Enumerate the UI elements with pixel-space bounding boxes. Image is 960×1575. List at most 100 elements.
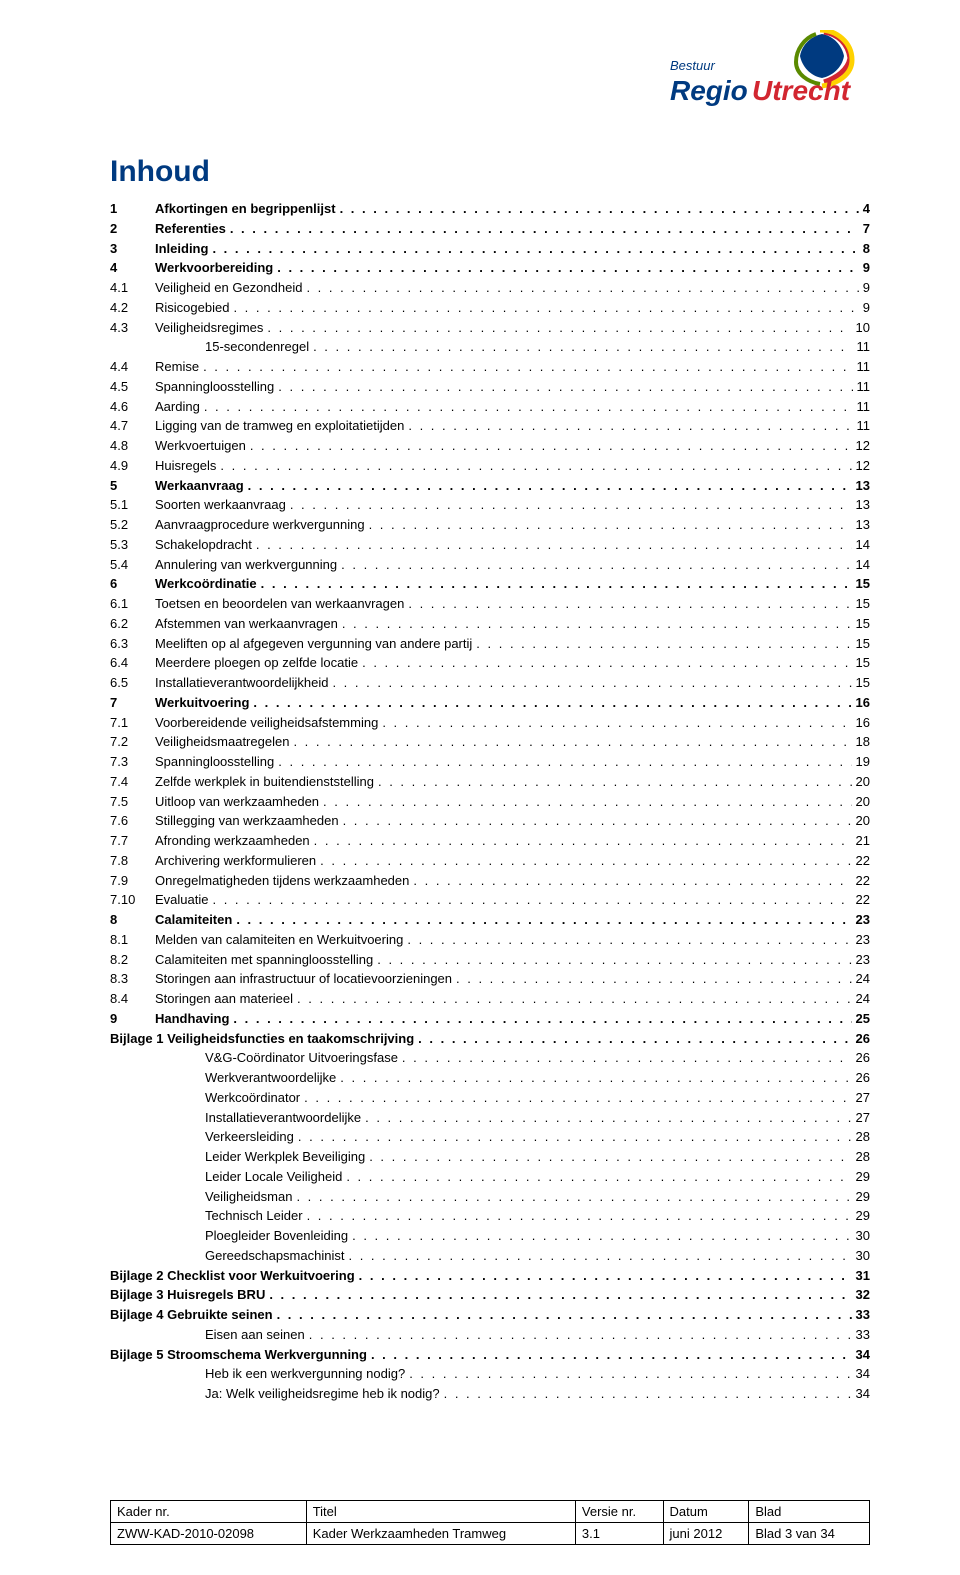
toc-entry-label: Werkverantwoordelijke: [110, 1068, 336, 1088]
footer-header-cell: Blad: [749, 1501, 870, 1523]
toc-entry[interactable]: Ja: Welk veiligheidsregime heb ik nodig?…: [110, 1384, 870, 1404]
toc-entry-label: Meeliften op al afgegeven vergunning van…: [155, 634, 472, 654]
toc-entry[interactable]: Eisen aan seinen. . . . . . . . . . . . …: [110, 1325, 870, 1345]
toc-leader-dots: . . . . . . . . . . . . . . . . . . . . …: [332, 673, 851, 693]
toc-entry-page: 32: [856, 1285, 870, 1305]
toc-entry-number: 5: [110, 476, 155, 496]
toc-entry-label: Leider Werkplek Beveiliging: [110, 1147, 365, 1167]
toc-entry[interactable]: 8Calamiteiten. . . . . . . . . . . . . .…: [110, 910, 870, 930]
toc-entry[interactable]: 6.4Meerdere ploegen op zelfde locatie. .…: [110, 653, 870, 673]
toc-entry[interactable]: 4.2Risicogebied. . . . . . . . . . . . .…: [110, 298, 870, 318]
toc-entry[interactable]: 8.4Storingen aan materieel. . . . . . . …: [110, 989, 870, 1009]
toc-entry-label: Ligging van de tramweg en exploitatietij…: [155, 416, 404, 436]
toc-entry-number: 4.3: [110, 318, 155, 338]
toc-entry[interactable]: 5.3Schakelopdracht. . . . . . . . . . . …: [110, 535, 870, 555]
toc-entry[interactable]: 7Werkuitvoering. . . . . . . . . . . . .…: [110, 693, 870, 713]
footer-value-cell: 3.1: [575, 1523, 663, 1545]
toc-entry[interactable]: 7.1Voorbereidende veiligheidsafstemming.…: [110, 713, 870, 733]
toc-entry[interactable]: 1Afkortingen en begrippenlijst. . . . . …: [110, 199, 870, 219]
toc-entry[interactable]: 3Inleiding. . . . . . . . . . . . . . . …: [110, 239, 870, 259]
toc-entry[interactable]: 4.1Veiligheid en Gezondheid. . . . . . .…: [110, 278, 870, 298]
toc-entry[interactable]: 7.9Onregelmatigheden tijdens werkzaamhed…: [110, 871, 870, 891]
toc-entry[interactable]: 4.5Spanningloosstelling. . . . . . . . .…: [110, 377, 870, 397]
toc-entry[interactable]: 4.8Werkvoertuigen. . . . . . . . . . . .…: [110, 436, 870, 456]
footer-header-cell: Versie nr.: [575, 1501, 663, 1523]
toc-entry-page: 8: [863, 239, 870, 259]
toc-entry[interactable]: 7.8Archivering werkformulieren. . . . . …: [110, 851, 870, 871]
toc-entry[interactable]: Technisch Leider. . . . . . . . . . . . …: [110, 1206, 870, 1226]
toc-entry-page: 14: [856, 555, 870, 575]
toc-entry[interactable]: 4.4Remise. . . . . . . . . . . . . . . .…: [110, 357, 870, 377]
toc-entry[interactable]: 8.1Melden van calamiteiten en Werkuitvoe…: [110, 930, 870, 950]
toc-entry-label: Zelfde werkplek in buitendienststelling: [155, 772, 374, 792]
toc-entry[interactable]: 5.1Soorten werkaanvraag. . . . . . . . .…: [110, 495, 870, 515]
toc-leader-dots: . . . . . . . . . . . . . . . . . . . . …: [377, 950, 851, 970]
toc-entry[interactable]: Bijlage 2 Checklist voor Werkuitvoering.…: [110, 1266, 870, 1286]
toc-entry[interactable]: Veiligheidsman. . . . . . . . . . . . . …: [110, 1187, 870, 1207]
toc-entry[interactable]: 4Werkvoorbereiding. . . . . . . . . . . …: [110, 258, 870, 278]
toc-entry-number: 6.3: [110, 634, 155, 654]
toc-entry[interactable]: 4.7Ligging van de tramweg en exploitatie…: [110, 416, 870, 436]
toc-entry[interactable]: Bijlage 3 Huisregels BRU. . . . . . . . …: [110, 1285, 870, 1305]
toc-entry[interactable]: Werkcoördinator. . . . . . . . . . . . .…: [110, 1088, 870, 1108]
toc-entry[interactable]: 15-secondenregel. . . . . . . . . . . . …: [110, 337, 870, 357]
toc-entry[interactable]: 6.2Afstemmen van werkaanvragen. . . . . …: [110, 614, 870, 634]
toc-entry[interactable]: Bijlage 1 Veiligheidsfuncties en taakoms…: [110, 1029, 870, 1049]
toc-leader-dots: . . . . . . . . . . . . . . . . . . . . …: [476, 634, 851, 654]
toc-entry[interactable]: 7.3Spanningloosstelling. . . . . . . . .…: [110, 752, 870, 772]
toc-entry[interactable]: 6.1Toetsen en beoordelen van werkaanvrag…: [110, 594, 870, 614]
toc-entry[interactable]: Verkeersleiding. . . . . . . . . . . . .…: [110, 1127, 870, 1147]
toc-entry[interactable]: 6.5Installatieverantwoordelijkheid. . . …: [110, 673, 870, 693]
toc-entry[interactable]: 9Handhaving. . . . . . . . . . . . . . .…: [110, 1009, 870, 1029]
toc-entry[interactable]: Installatieverantwoordelijke. . . . . . …: [110, 1108, 870, 1128]
toc-entry-page: 12: [856, 436, 870, 456]
toc-entry[interactable]: 8.3Storingen aan infrastructuur of locat…: [110, 969, 870, 989]
toc-entry-number: 7.1: [110, 713, 155, 733]
toc-entry[interactable]: 7.2Veiligheidsmaatregelen. . . . . . . .…: [110, 732, 870, 752]
toc-entry[interactable]: Bijlage 4 Gebruikte seinen. . . . . . . …: [110, 1305, 870, 1325]
toc-entry-number: 6: [110, 574, 155, 594]
toc-leader-dots: . . . . . . . . . . . . . . . . . . . . …: [290, 495, 852, 515]
toc-entry[interactable]: Gereedschapsmachinist. . . . . . . . . .…: [110, 1246, 870, 1266]
toc-entry[interactable]: Bijlage 5 Stroomschema Werkvergunning. .…: [110, 1345, 870, 1365]
toc-entry[interactable]: 7.5Uitloop van werkzaamheden. . . . . . …: [110, 792, 870, 812]
toc-entry-page: 22: [856, 871, 870, 891]
toc-leader-dots: . . . . . . . . . . . . . . . . . . . . …: [352, 1226, 851, 1246]
toc-entry[interactable]: 7.4Zelfde werkplek in buitendienststelli…: [110, 772, 870, 792]
toc-entry[interactable]: 8.2Calamiteiten met spanningloosstelling…: [110, 950, 870, 970]
toc-entry[interactable]: 6.3Meeliften op al afgegeven vergunning …: [110, 634, 870, 654]
toc-entry-page: 15: [856, 614, 870, 634]
toc-entry[interactable]: Werkverantwoordelijke. . . . . . . . . .…: [110, 1068, 870, 1088]
toc-entry[interactable]: Ploegleider Bovenleiding. . . . . . . . …: [110, 1226, 870, 1246]
toc-entry[interactable]: 2Referenties. . . . . . . . . . . . . . …: [110, 219, 870, 239]
toc-entry[interactable]: 5Werkaanvraag. . . . . . . . . . . . . .…: [110, 476, 870, 496]
toc-entry-page: 9: [863, 278, 870, 298]
toc-entry[interactable]: 7.7Afronding werkzaamheden. . . . . . . …: [110, 831, 870, 851]
toc-entry-label: Annulering van werkvergunning: [155, 555, 337, 575]
toc-entry[interactable]: 4.9Huisregels. . . . . . . . . . . . . .…: [110, 456, 870, 476]
toc-entry[interactable]: 6Werkcoördinatie. . . . . . . . . . . . …: [110, 574, 870, 594]
toc-entry-page: 34: [856, 1364, 870, 1384]
toc-entry[interactable]: V&G-Coördinator Uitvoeringsfase. . . . .…: [110, 1048, 870, 1068]
toc-entry[interactable]: 5.2Aanvraagprocedure werkvergunning. . .…: [110, 515, 870, 535]
toc-entry-label: Veiligheidsman: [110, 1187, 292, 1207]
toc-entry-label: Gereedschapsmachinist: [110, 1246, 344, 1266]
toc-entry[interactable]: Leider Werkplek Beveiliging. . . . . . .…: [110, 1147, 870, 1167]
toc-leader-dots: . . . . . . . . . . . . . . . . . . . . …: [340, 199, 859, 219]
toc-entry-label: Eisen aan seinen: [110, 1325, 305, 1345]
toc-entry[interactable]: Leider Locale Veiligheid. . . . . . . . …: [110, 1167, 870, 1187]
toc-entry-label: Bijlage 2 Checklist voor Werkuitvoering: [110, 1266, 355, 1286]
toc-entry[interactable]: 4.3Veiligheidsregimes. . . . . . . . . .…: [110, 318, 870, 338]
toc-leader-dots: . . . . . . . . . . . . . . . . . . . . …: [278, 377, 852, 397]
toc-leader-dots: . . . . . . . . . . . . . . . . . . . . …: [341, 555, 851, 575]
toc-entry[interactable]: 5.4Annulering van werkvergunning. . . . …: [110, 555, 870, 575]
toc-entry[interactable]: 7.10Evaluatie. . . . . . . . . . . . . .…: [110, 890, 870, 910]
toc-entry[interactable]: Heb ik een werkvergunning nodig?. . . . …: [110, 1364, 870, 1384]
toc-entry-page: 9: [863, 298, 870, 318]
toc-entry-page: 20: [856, 811, 870, 831]
toc-entry-page: 24: [856, 989, 870, 1009]
toc-leader-dots: . . . . . . . . . . . . . . . . . . . . …: [253, 693, 851, 713]
toc-entry[interactable]: 7.6Stillegging van werkzaamheden. . . . …: [110, 811, 870, 831]
toc-entry[interactable]: 4.6Aarding. . . . . . . . . . . . . . . …: [110, 397, 870, 417]
toc-entry-label: Spanningloosstelling: [155, 377, 274, 397]
